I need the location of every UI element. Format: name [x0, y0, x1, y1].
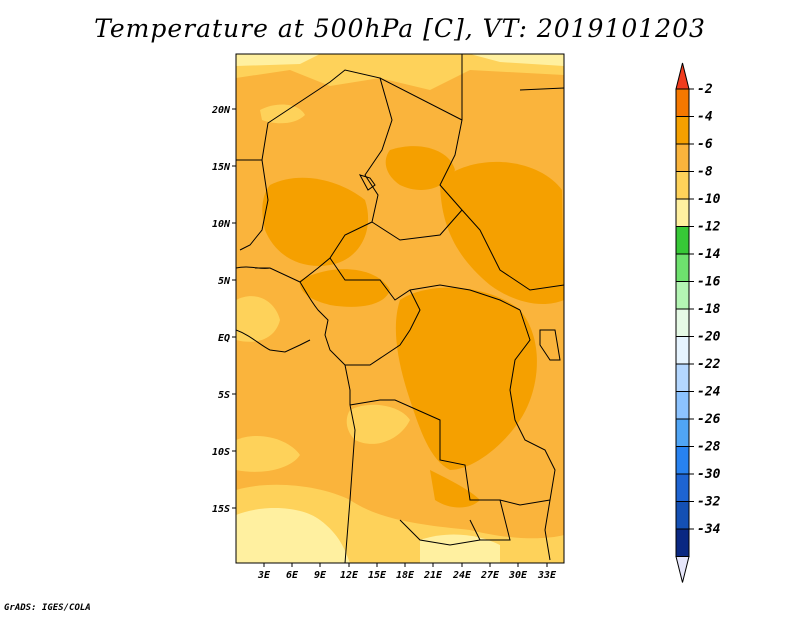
colorbar-swatch	[675, 143, 690, 172]
lon-label-33e: 33E	[537, 570, 557, 581]
colorbar-label: -26	[697, 412, 721, 427]
colorbar-swatch	[675, 226, 690, 255]
colorbar-label: -2	[697, 82, 713, 97]
lat-label-10s: 10S	[212, 447, 230, 458]
colorbar-label: -32	[697, 495, 721, 510]
colorbar-swatch	[675, 198, 690, 227]
lon-label-24e: 24E	[452, 570, 472, 581]
lon-label-9e: 9E	[314, 570, 327, 581]
lat-label-5s: 5S	[218, 390, 230, 401]
lat-axis: 20N 15N 10N 5N EQ 5S 10S 15S	[211, 105, 236, 515]
lon-label-3e: 3E	[257, 570, 271, 581]
colorbar-swatch	[675, 171, 690, 200]
lon-label-6e: 6E	[286, 570, 299, 581]
lat-label-10n: 10N	[212, 219, 231, 230]
colorbar-swatch	[675, 308, 690, 337]
colorbar-label: -30	[697, 467, 721, 482]
colorbar-swatch	[675, 116, 690, 145]
colorbar-swatch	[675, 501, 690, 530]
lon-label-27e: 27E	[480, 570, 500, 581]
colorbar-label: -24	[697, 385, 721, 400]
colorbar-swatch	[675, 418, 690, 447]
lon-label-21e: 21E	[423, 570, 443, 581]
colorbar-top-arrow	[675, 62, 690, 90]
colorbar-label: -28	[697, 440, 721, 455]
colorbar-swatch	[675, 446, 690, 475]
colorbar-label: -14	[697, 247, 721, 262]
colorbar-label: -10	[697, 192, 721, 207]
colorbar-label: -18	[697, 302, 721, 317]
colorbar-label: -20	[697, 330, 721, 345]
lon-label-18e: 18E	[396, 570, 415, 581]
colorbar-swatch	[675, 528, 690, 557]
colorbar-swatch	[675, 363, 690, 392]
country-borders	[236, 54, 564, 563]
colorbar-label: -22	[697, 357, 721, 372]
colorbar-label: -4	[697, 110, 713, 125]
temperature-field	[236, 54, 564, 563]
lat-label-eq: EQ	[218, 333, 230, 344]
lat-label-20n: 20N	[211, 105, 231, 116]
colorbar-bottom-arrow	[675, 556, 690, 583]
credit-label: GrADS: IGES/COLA	[4, 603, 91, 613]
lon-label-15e: 15E	[368, 570, 387, 581]
colorbar-swatch	[675, 336, 690, 365]
colorbar-swatch	[675, 391, 690, 420]
colorbar-label: -6	[697, 137, 713, 152]
map-frame	[235, 53, 565, 564]
colorbar-swatch	[675, 473, 690, 502]
lon-label-12e: 12E	[340, 570, 359, 581]
colorbar-label: -16	[697, 275, 721, 290]
colorbar: -2 -4 -6 -8 -10 -12 -14 -16 -18 -20 -22 -24 -26 -28 -3…	[675, 62, 721, 583]
lon-label-30e: 30E	[508, 570, 528, 581]
colorbar-label: -34	[697, 522, 721, 537]
lat-label-15s: 15S	[212, 504, 230, 515]
colorbar-swatch	[675, 253, 690, 282]
colorbar-swatch	[675, 88, 690, 117]
lat-label-5n: 5N	[218, 276, 231, 287]
colorbar-label: -12	[697, 220, 721, 235]
map-title: Temperature at 500hPa [C], VT: 201910120…	[94, 14, 706, 43]
lat-label-15n: 15N	[212, 162, 231, 173]
colorbar-label: -8	[697, 165, 713, 180]
lon-axis: 3E 6E 9E 12E 15E 18E 21E 24E 27E 30E 33E	[257, 563, 557, 581]
colorbar-swatch	[675, 281, 690, 310]
